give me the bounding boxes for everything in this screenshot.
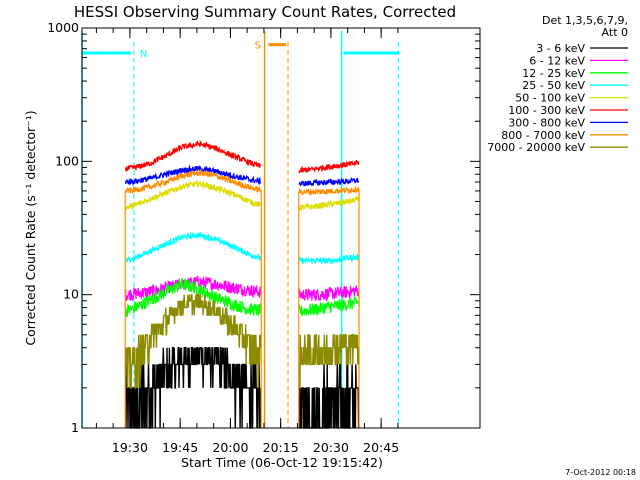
x-tick-label: 20:15 bbox=[263, 440, 299, 455]
series-7000-20000kev bbox=[124, 294, 360, 389]
series-trace bbox=[298, 177, 360, 187]
night-flag-label: N bbox=[140, 49, 147, 60]
series-trace bbox=[298, 252, 360, 265]
legend-entry-label: 25 - 50 keV bbox=[522, 79, 585, 92]
y-tick-label: 1 bbox=[71, 420, 79, 435]
y-tick-label: 100 bbox=[55, 153, 79, 168]
series-300-800kev bbox=[125, 164, 360, 187]
series-trace bbox=[298, 363, 360, 429]
plot-area: NS bbox=[81, 30, 400, 429]
x-tick-label: 20:45 bbox=[363, 440, 399, 455]
series-12-25kev bbox=[125, 277, 360, 318]
series-trace bbox=[125, 164, 262, 187]
series-trace bbox=[298, 160, 360, 174]
legend-entry-label: 800 - 7000 keV bbox=[501, 129, 585, 142]
series-25-50kev bbox=[125, 231, 360, 265]
y-tick-label: 10 bbox=[63, 287, 79, 302]
axes: 1 10 100 1000 19:30 19:45 20:00 20:15 20:30 20:45 bbox=[47, 20, 481, 455]
series-trace bbox=[125, 140, 262, 172]
series-trace bbox=[298, 296, 360, 317]
legend-entry-label: 12 - 25 keV bbox=[522, 67, 585, 80]
legend-entry-label: 3 - 6 keV bbox=[536, 42, 585, 55]
series-50-100kev bbox=[125, 179, 360, 212]
legend-entry-label: 6 - 12 keV bbox=[529, 54, 585, 67]
saa-flag-label: S bbox=[255, 41, 261, 52]
series-trace bbox=[298, 186, 360, 197]
x-axis-label: Start Time (06-Oct-12 19:15:42) bbox=[181, 455, 383, 470]
legend-entry-label: 7000 - 20000 keV bbox=[487, 141, 585, 154]
x-tick-label: 19:45 bbox=[162, 440, 198, 455]
series-trace bbox=[125, 231, 262, 264]
series-trace bbox=[124, 294, 262, 389]
series-100-300kev bbox=[125, 140, 360, 174]
series-trace bbox=[124, 347, 262, 429]
y-tick-label: 1000 bbox=[47, 20, 79, 35]
legend-entry-label: 100 - 300 keV bbox=[508, 104, 585, 117]
legend-header-line-2: Att 0 bbox=[602, 26, 628, 39]
x-tick-label: 20:00 bbox=[212, 440, 248, 455]
series-trace bbox=[298, 285, 360, 302]
series-trace bbox=[125, 168, 262, 195]
series-trace bbox=[125, 277, 261, 318]
x-tick-label: 19:30 bbox=[112, 440, 148, 455]
y-axis-label: Corrected Count Rate (s⁻¹ detector⁻¹) bbox=[23, 110, 38, 345]
footer-timestamp: 7-Oct-2012 00:18 bbox=[565, 468, 636, 477]
chart-title: HESSI Observing Summary Count Rates, Cor… bbox=[74, 3, 456, 21]
x-tick-label: 20:30 bbox=[313, 440, 349, 455]
legend-entry-label: 300 - 800 keV bbox=[508, 116, 585, 129]
legend-header-line-1: Det 1,3,5,6,7,9, bbox=[542, 14, 628, 27]
series-trace bbox=[298, 334, 360, 388]
series-3-6kev bbox=[124, 347, 360, 429]
series-trace bbox=[125, 179, 262, 211]
series-800-7000kev bbox=[124, 168, 360, 428]
legend-entry-label: 50 - 100 keV bbox=[515, 92, 585, 105]
series-trace bbox=[298, 195, 360, 212]
